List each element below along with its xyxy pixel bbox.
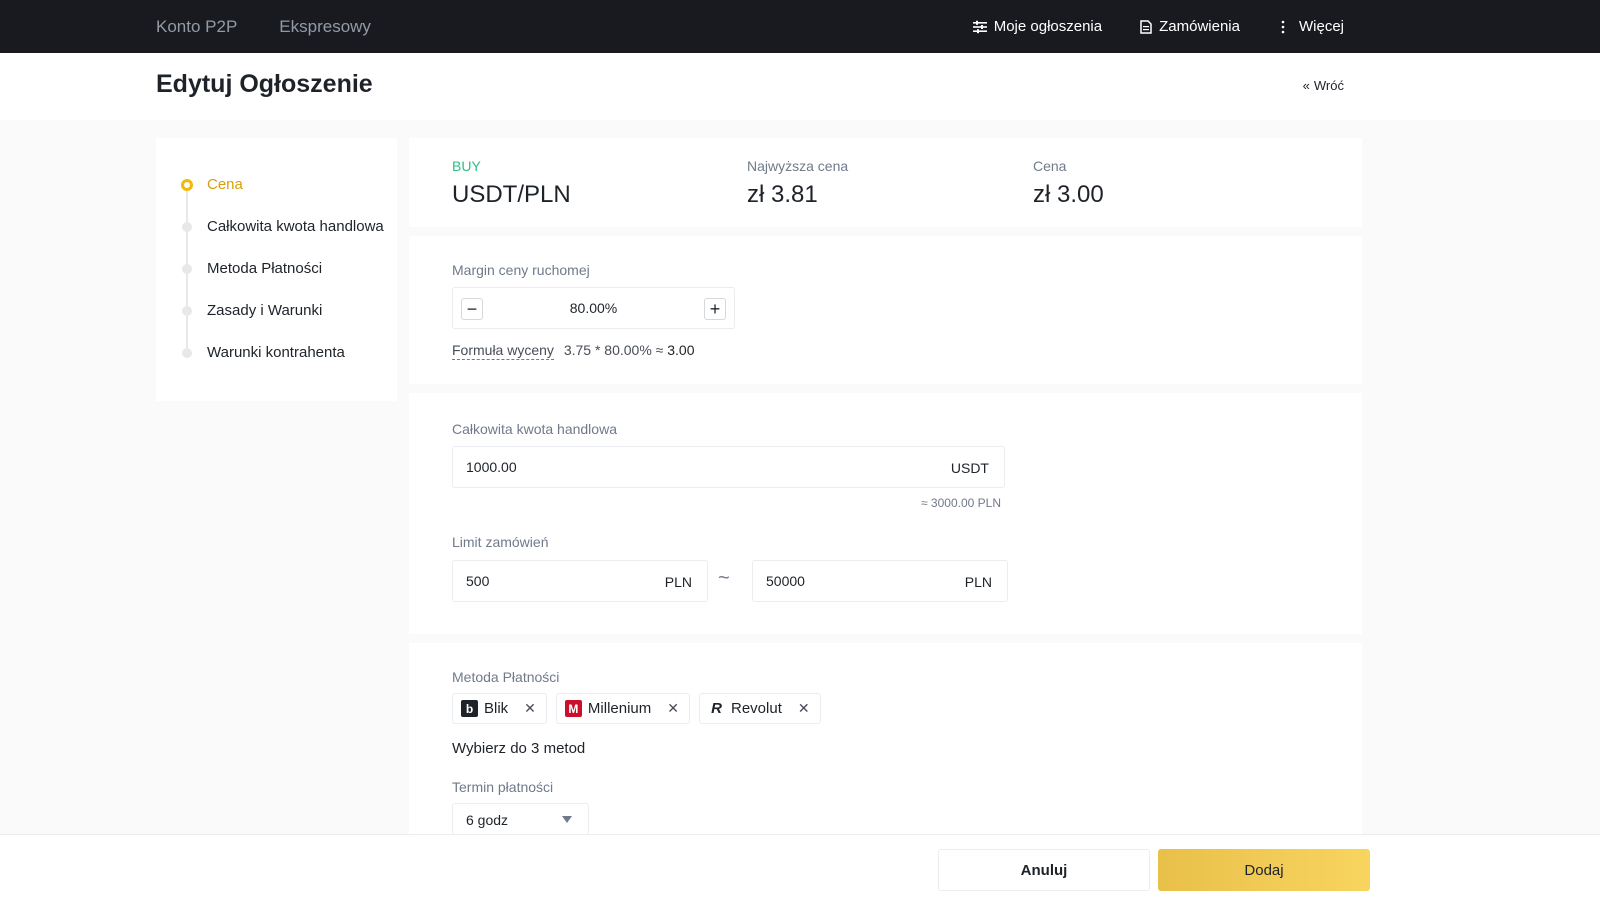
step-indicator (182, 264, 192, 274)
step-indicator (182, 222, 192, 232)
limit-max-value: 50000 (766, 573, 805, 589)
page-title: Edytuj Ogłoszenie (156, 70, 373, 98)
page-header: Edytuj Ogłoszenie « Wróć (0, 53, 1600, 120)
close-icon[interactable]: ✕ (667, 700, 679, 716)
limit-max-input[interactable]: 50000 PLN (752, 560, 1008, 602)
nav-express[interactable]: Ekspresowy (279, 16, 371, 36)
payment-chip-label: Revolut (731, 700, 782, 717)
step-label: Cena (207, 176, 243, 193)
more-menu[interactable]: Więcej (1278, 18, 1344, 35)
amount-card: Całkowita kwota handlowa 1000.00 USDT ≈ … (409, 393, 1362, 634)
total-amount-unit: USDT (950, 460, 989, 476)
price-value: zł 3.00 (1033, 181, 1104, 208)
payment-chip-millenium[interactable]: M Millenium ✕ (555, 693, 690, 724)
increment-button[interactable]: + (704, 298, 726, 320)
order-limit-label: Limit zamówień (452, 534, 549, 550)
side-label: BUY (452, 158, 481, 174)
add-button[interactable]: Dodaj (1158, 849, 1370, 891)
minus-icon: − (466, 298, 478, 319)
close-icon[interactable]: ✕ (524, 700, 536, 716)
blik-icon: b (461, 700, 478, 717)
range-separator: ~ (718, 567, 730, 589)
double-chevron-left-icon: « (1302, 78, 1310, 93)
orders-link[interactable]: Zamówienia (1140, 18, 1240, 35)
step-indicator (182, 306, 192, 316)
step-indicator (182, 348, 192, 358)
step-label: Warunki kontrahenta (207, 344, 345, 361)
pair-value: USDT/PLN (452, 181, 571, 208)
highest-price-value: zł 3.81 (747, 181, 818, 208)
payment-chip-revolut[interactable]: R Revolut ✕ (699, 693, 821, 724)
back-label: Wróć (1313, 78, 1344, 93)
formula-label[interactable]: Formuła wyceny (452, 342, 554, 360)
margin-label: Margin ceny ruchomej (452, 262, 590, 278)
margin-card: Margin ceny ruchomej − 80.00% + Formuła … (409, 236, 1362, 384)
top-navigation: Konto P2P Ekspresowy Moje ogłoszenia Zam… (0, 0, 1600, 53)
pricing-formula: Formuła wyceny 3.75 * 80.00% ≈ 3.00 (452, 342, 695, 360)
payment-term-select[interactable]: 6 godz (452, 803, 589, 835)
revolut-icon: R (711, 700, 722, 717)
pair-column: BUY USDT/PLN (452, 158, 571, 209)
highest-price-column: Najwyższa cena zł 3.81 (747, 158, 848, 209)
price-summary-card: BUY USDT/PLN Najwyższa cena zł 3.81 Cena… (409, 138, 1362, 227)
steps-sidebar: Cena Całkowita kwota handlowa Metoda Pła… (156, 138, 397, 401)
sliders-icon (972, 20, 987, 33)
cancel-button[interactable]: Anuluj (938, 849, 1150, 891)
limit-min-value: 500 (466, 573, 490, 589)
my-ads-label: Moje ogłoszenia (993, 18, 1103, 35)
amount-approximation: ≈ 3000.00 PLN (921, 496, 1001, 510)
payment-chip-label: Millenium (587, 700, 652, 717)
footer-actions: Anuluj Dodaj (0, 834, 1600, 898)
nav-p2p-account[interactable]: Konto P2P (156, 16, 238, 36)
margin-stepper: − 80.00% + (452, 287, 735, 329)
payment-method-chips: b Blik ✕ M Millenium ✕ R Revolut ✕ (452, 693, 821, 724)
payment-chip-blik[interactable]: b Blik ✕ (452, 693, 547, 724)
more-label: Więcej (1298, 18, 1344, 35)
plus-icon: + (709, 298, 721, 319)
step-label: Metoda Płatności (207, 260, 323, 277)
payment-term-value: 6 godz (466, 812, 509, 828)
total-amount-label: Całkowita kwota handlowa (452, 421, 617, 437)
price-column: Cena zł 3.00 (1033, 158, 1104, 209)
my-ads-link[interactable]: Moje ogłoszenia (972, 18, 1103, 35)
back-link[interactable]: « Wróć (1303, 78, 1344, 93)
payment-chip-label: Blik (484, 700, 509, 717)
limit-min-input[interactable]: 500 PLN (452, 560, 708, 602)
payment-card: Metoda Płatności b Blik ✕ M Millenium ✕ … (409, 643, 1362, 835)
limit-min-unit: PLN (664, 574, 692, 590)
more-vertical-icon (1281, 20, 1285, 33)
step-active-indicator (181, 179, 193, 191)
highest-price-label: Najwyższa cena (747, 158, 849, 174)
limit-max-unit: PLN (964, 574, 992, 590)
payment-term-label: Termin płatności (452, 779, 554, 795)
payment-method-label: Metoda Płatności (452, 669, 560, 685)
step-label: Całkowita kwota handlowa (207, 218, 384, 235)
margin-value[interactable]: 80.00% (569, 300, 618, 316)
total-amount-input[interactable]: 1000.00 USDT (452, 446, 1005, 488)
millenium-icon: M (564, 700, 582, 717)
total-amount-value: 1000.00 (466, 459, 517, 475)
step-label: Zasady i Warunki (207, 302, 323, 319)
price-label: Cena (1033, 158, 1067, 174)
decrement-button[interactable]: − (461, 298, 483, 320)
orders-label: Zamówienia (1159, 18, 1240, 35)
close-icon[interactable]: ✕ (797, 700, 810, 716)
caret-down-icon (562, 816, 572, 823)
document-icon (1140, 19, 1152, 34)
payment-method-hint: Wybierz do 3 metod (452, 740, 586, 757)
formula-calculation: 3.75 * 80.00% ≈ (563, 342, 664, 358)
formula-result: 3.00 (667, 342, 695, 358)
